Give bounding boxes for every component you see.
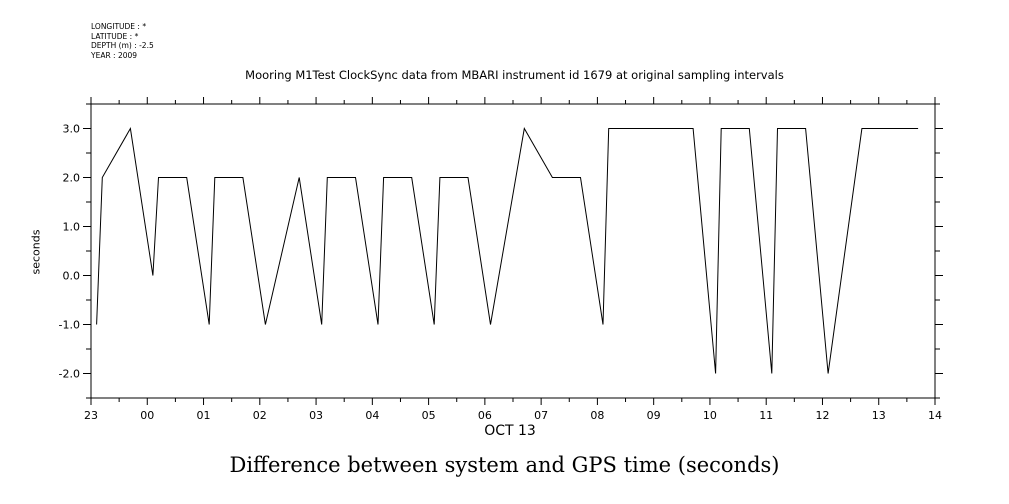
- depth-label: DEPTH (m) : -2.5: [91, 41, 154, 50]
- y-tick-label: 0.0: [63, 270, 81, 283]
- y-tick-label: -2.0: [59, 368, 80, 381]
- x-tick-label: 02: [253, 409, 267, 422]
- x-axis-label: OCT 13: [484, 423, 536, 439]
- x-tick-label: 05: [422, 409, 436, 422]
- y-tick-label: 2.0: [63, 172, 81, 185]
- metadata-block: LONGITUDE : * LATITUDE : * DEPTH (m) : -…: [91, 22, 154, 60]
- x-tick-label: 23: [84, 409, 98, 422]
- year-label: YEAR : 2009: [91, 50, 138, 60]
- latitude-label: LATITUDE : *: [91, 31, 139, 41]
- x-tick-label: 07: [534, 409, 548, 422]
- y-axis-label: seconds: [29, 229, 43, 275]
- chart-caption: Difference between system and GPS time (…: [229, 453, 780, 477]
- plot-axes: [83, 97, 943, 405]
- x-tick-label: 01: [197, 409, 211, 422]
- y-tick-label: 1.0: [63, 221, 81, 234]
- x-tick-label: 12: [815, 409, 829, 422]
- plot-frame: [90, 103, 936, 399]
- x-tick-label: 09: [647, 409, 661, 422]
- x-tick-label: 00: [140, 409, 154, 422]
- x-tick-label: 14: [928, 409, 942, 422]
- x-tick-label: 08: [590, 409, 604, 422]
- y-tick-labels: 3.0 2.0 1.0 0.0 -1.0 -2.0: [59, 123, 80, 381]
- y-tick-label: 3.0: [63, 123, 81, 136]
- x-tick-labels: 23 00 01 02 03 04 05 06 07 08 09 10 11 12 13 14: [84, 409, 942, 422]
- x-tick-label: 13: [872, 409, 886, 422]
- x-tick-label: 04: [365, 409, 379, 422]
- x-tick-label: 03: [309, 409, 323, 422]
- chart-title: Mooring M1Test ClockSync data from MBARI…: [245, 68, 784, 82]
- y-tick-label: -1.0: [59, 319, 80, 332]
- x-tick-label: 06: [478, 409, 492, 422]
- longitude-label: LONGITUDE : *: [91, 22, 147, 31]
- x-tick-label: 10: [703, 409, 717, 422]
- x-tick-label: 11: [759, 409, 773, 422]
- series-line: [96, 127, 919, 374]
